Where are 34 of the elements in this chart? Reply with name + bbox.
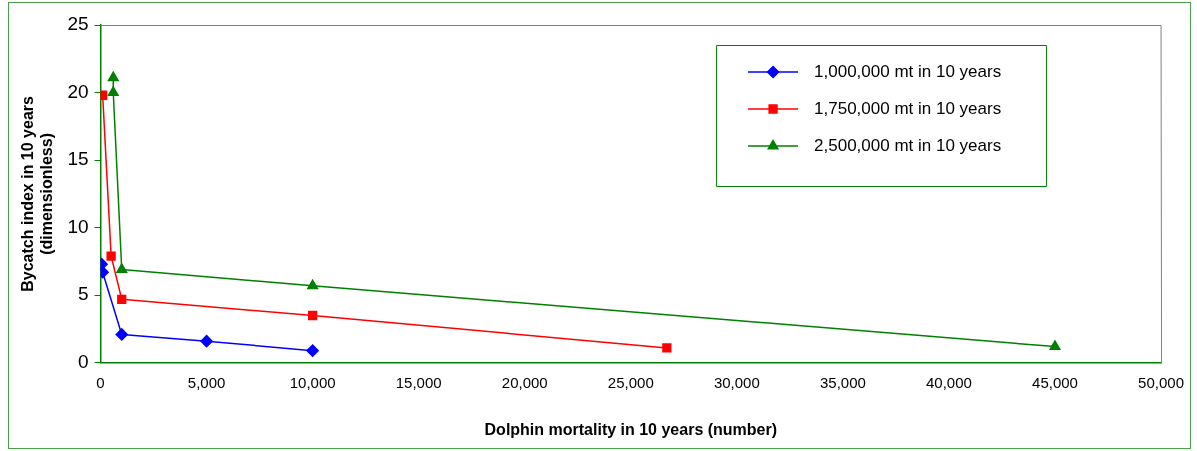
x-tick-label: 10,000 [289, 373, 336, 391]
y-tick-label: 5 [77, 283, 89, 305]
x-tick-label: 20,000 [501, 373, 548, 391]
point [200, 334, 213, 348]
y-axis-title: Bycatch index in 10 years (dimensionless) [19, 95, 56, 292]
x-tick-label: 35,000 [819, 373, 866, 391]
x-tick-label: 40,000 [926, 373, 972, 391]
x-tick-label: 45,000 [1032, 373, 1078, 391]
point [307, 279, 319, 290]
point [106, 251, 116, 261]
point [308, 310, 318, 321]
point [1049, 340, 1061, 351]
x-tick-label: 5,000 [187, 373, 226, 391]
x-axis-title: Dolphin mortality in 10 years (number) [484, 420, 778, 438]
y-tick-label: 10 [67, 215, 89, 237]
point [662, 343, 672, 353]
x-tick-label: 25,000 [607, 373, 654, 391]
point [115, 328, 128, 341]
y-tick-label: 15 [67, 148, 89, 170]
x-tick-label: 30,000 [713, 373, 760, 391]
legend-label: 1,000,000 mt in 10 years [814, 61, 1002, 81]
y-tick-label: 0 [77, 351, 89, 373]
legend-label: 2,500,000 mt in 10 years [814, 135, 1002, 155]
y-tick-label: 25 [67, 13, 89, 35]
point [116, 263, 128, 274]
point [117, 294, 127, 304]
legend-label: 1,750,000 mt in 10 years [814, 98, 1002, 118]
point [107, 86, 119, 97]
point [107, 71, 119, 82]
x-tick-label: 0 [96, 373, 105, 391]
point [306, 344, 319, 357]
x-tick-label: 50,000 [1138, 373, 1185, 391]
x-tick-label: 15,000 [395, 373, 442, 391]
y-tick-label: 20 [67, 80, 89, 102]
